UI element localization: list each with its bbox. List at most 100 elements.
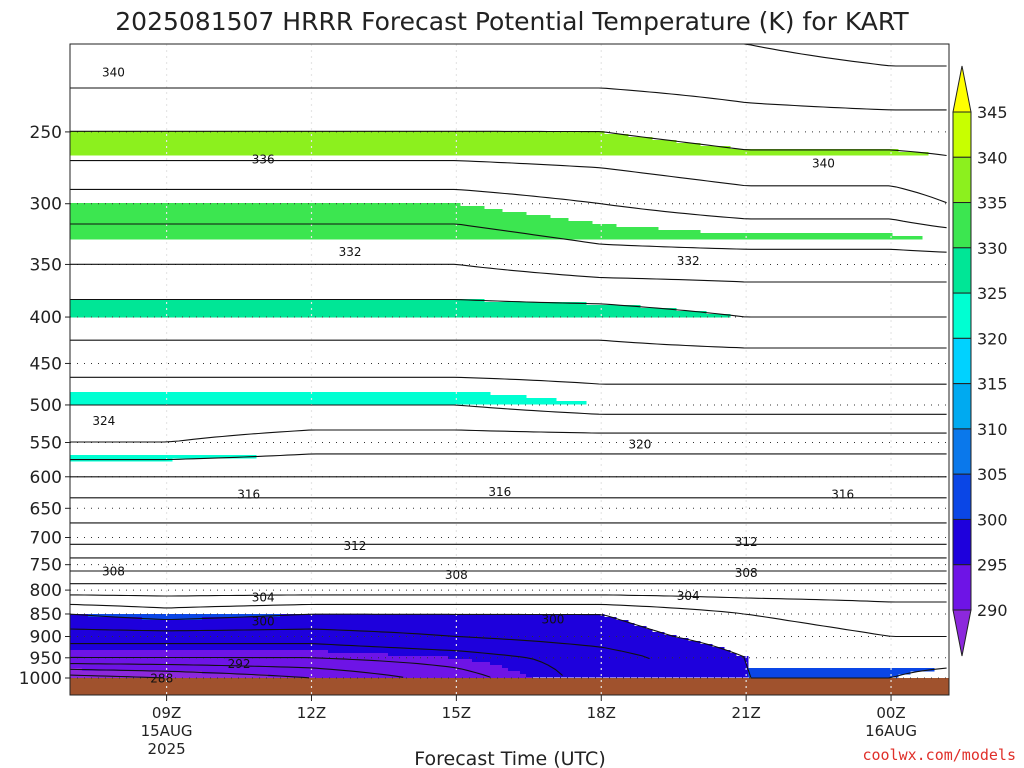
colorbar-tick-label: 340 — [977, 148, 1008, 167]
y-tick-label: 600 — [30, 468, 62, 488]
contour-label: 336 — [252, 152, 275, 166]
fill-cell — [70, 632, 665, 636]
x-tick-label: 2025 — [147, 740, 185, 758]
x-tick-label: 12Z — [297, 704, 326, 722]
fill-cell — [70, 227, 659, 231]
y-tick-label: 450 — [30, 354, 62, 374]
fill-cell — [70, 671, 203, 675]
svg-text:316: 316 — [488, 485, 511, 499]
fill-cell — [70, 644, 713, 648]
contour-line — [70, 453, 947, 461]
fill-cell — [526, 674, 749, 678]
fill-cell — [70, 647, 725, 651]
fill-cell — [748, 674, 899, 678]
fill-cell — [70, 650, 329, 654]
svg-text:312: 312 — [343, 539, 366, 553]
y-tick-label: 750 — [30, 556, 62, 576]
contour-label: 316 — [237, 488, 260, 502]
fill-cell — [70, 236, 923, 240]
contour-label: 340 — [812, 157, 835, 171]
fill-cell — [70, 146, 731, 150]
colorbar-tick-label: 325 — [977, 284, 1008, 303]
fill-cell — [328, 650, 731, 654]
contour-line — [70, 130, 947, 157]
colorbar-band — [952, 564, 972, 611]
contour-line — [70, 429, 947, 443]
contour-label: 292 — [228, 657, 251, 671]
plot-frame — [69, 43, 950, 696]
fill-cell — [202, 671, 521, 675]
grid-lines — [70, 44, 949, 695]
contour-line — [70, 263, 947, 283]
contour-label: 308 — [735, 566, 758, 580]
fill-cell — [70, 299, 485, 303]
fill-cell — [70, 638, 689, 642]
colorbar-band — [952, 337, 972, 385]
contour-label: 300 — [542, 613, 565, 627]
colorbar-band — [952, 202, 972, 249]
x-tick-label: 15AUG — [141, 722, 193, 740]
contour-line — [70, 298, 947, 318]
colorbar-tick-label: 300 — [977, 510, 1008, 529]
fill-cell — [490, 662, 749, 666]
fill-cell — [70, 620, 629, 624]
credit-link[interactable]: coolwx.com/models — [862, 746, 1016, 764]
fill-cell — [70, 674, 269, 678]
svg-text:288: 288 — [150, 671, 173, 685]
contour-line — [70, 674, 165, 679]
contour-line — [70, 628, 650, 660]
fill-cell — [520, 671, 749, 675]
fill-cell — [70, 137, 653, 141]
fill-cell — [70, 653, 389, 657]
svg-text:308: 308 — [102, 564, 125, 578]
fill-cell — [70, 140, 677, 144]
fill-cell — [70, 626, 647, 630]
y-tick-label: 500 — [30, 396, 62, 416]
colorbar-tick-label: 305 — [977, 465, 1008, 484]
fill-cell — [70, 218, 569, 222]
fill-cell — [70, 641, 701, 645]
colorbar-band — [952, 247, 972, 294]
chart-title: 2025081507 HRRR Forecast Potential Tempe… — [115, 7, 909, 36]
fill-cell — [142, 617, 203, 621]
contour-label: 300 — [252, 614, 275, 628]
y-tick-label: 850 — [30, 605, 62, 625]
fill-cell — [70, 203, 461, 207]
contour-line — [70, 87, 947, 111]
fill-cell — [70, 392, 491, 396]
fill-cell — [70, 302, 587, 306]
colorbar-tick-label: 330 — [977, 239, 1008, 258]
svg-text:308: 308 — [445, 568, 468, 582]
fill-cell — [448, 656, 749, 660]
colorbar-band — [952, 383, 972, 430]
contour-label: 324 — [92, 414, 115, 428]
fill-cell — [70, 152, 929, 156]
contour-label: 332 — [677, 254, 700, 268]
y-tick-label: 350 — [30, 255, 62, 275]
svg-text:320: 320 — [628, 438, 651, 452]
contour-line — [70, 376, 947, 385]
colorbar-tick-label: 335 — [977, 194, 1008, 213]
fill-cell — [70, 311, 707, 315]
fill-cell — [70, 395, 527, 399]
x-tick-label: 09Z — [152, 704, 181, 722]
fill-cell — [70, 233, 893, 237]
contour-label: 332 — [339, 245, 362, 259]
colorbar-tick-label: 310 — [977, 420, 1008, 439]
x-tick-label: 00Z — [876, 704, 905, 722]
contour-lines — [70, 44, 947, 679]
fill-cell — [70, 614, 89, 618]
colorbar-bottom-arrow — [952, 609, 972, 657]
x-axis-label: Forecast Time (UTC) — [414, 748, 605, 768]
fill-cell — [70, 134, 629, 138]
x-tick-label: 21Z — [731, 704, 760, 722]
colorbar-band — [952, 428, 972, 475]
fill-cell — [748, 668, 935, 672]
y-tick-label: 300 — [30, 195, 62, 215]
contour-line — [70, 603, 947, 638]
svg-text:316: 316 — [831, 488, 854, 502]
contour-label: 308 — [445, 568, 468, 582]
fill-cell — [70, 623, 635, 627]
svg-text:312: 312 — [735, 535, 758, 549]
fill-cell — [70, 455, 257, 459]
